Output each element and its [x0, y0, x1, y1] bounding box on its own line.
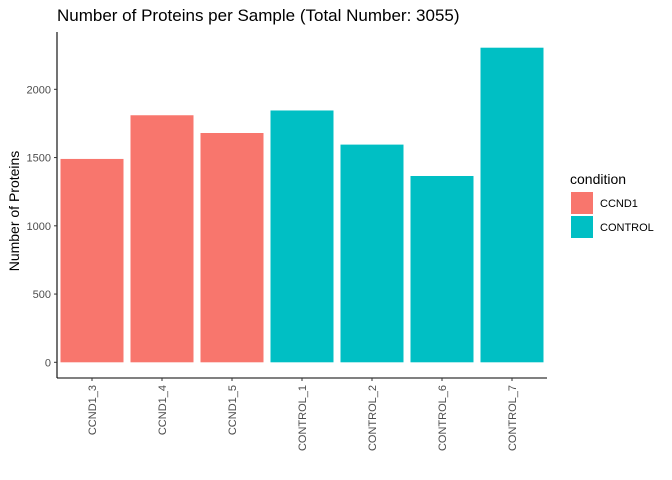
bar-ccnd1-3: [60, 158, 124, 363]
legend-swatch-ccnd1: [571, 192, 593, 214]
x-tick-label: CONTROL_1: [297, 385, 309, 451]
legend-title: condition: [570, 171, 626, 187]
y-tick-label: 0: [45, 357, 51, 369]
legend: condition CCND1 CONTROL: [570, 171, 654, 238]
chart-title: Number of Proteins per Sample (Total Num…: [57, 6, 460, 25]
legend-swatch-control: [571, 216, 593, 238]
bar-control-2: [340, 144, 404, 363]
y-tick-label: 1500: [27, 153, 51, 165]
bar-control-6: [410, 175, 474, 363]
x-tick-label: CONTROL_2: [367, 385, 379, 451]
y-tick-label: 2000: [27, 84, 51, 96]
x-tick-label: CONTROL_6: [437, 385, 449, 451]
legend-label-ccnd1: CCND1: [600, 198, 638, 210]
legend-label-control: CONTROL: [600, 222, 654, 234]
bar-control-1: [270, 110, 334, 363]
x-tick-label: CCND1_5: [227, 385, 239, 435]
plot-area: 0 500 1000 1500 2000 CCND1_3 CCND1_4 CCND1_5 CON…: [27, 32, 547, 451]
bar-ccnd1-5: [200, 133, 264, 363]
bar-control-7: [480, 47, 544, 363]
y-tick-label: 500: [33, 289, 51, 301]
x-tick-label: CCND1_3: [87, 385, 99, 435]
y-tick-label: 1000: [27, 221, 51, 233]
y-axis-label: Number of Proteins: [6, 151, 22, 272]
x-tick-label: CONTROL_7: [507, 385, 519, 451]
bar-ccnd1-4: [130, 115, 194, 363]
x-tick-label: CCND1_4: [157, 385, 169, 435]
